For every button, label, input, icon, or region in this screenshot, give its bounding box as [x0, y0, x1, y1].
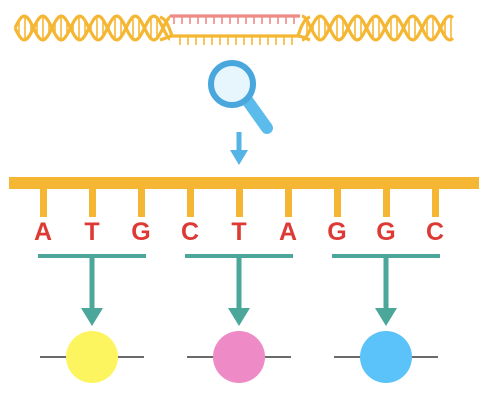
amino-acid-circle — [213, 331, 265, 383]
base-stick — [89, 187, 96, 217]
codon-2 — [185, 254, 293, 383]
codon-arrow-head — [228, 308, 250, 326]
base-stick — [334, 187, 341, 217]
codon-3 — [332, 254, 440, 383]
base-letter-c: C — [181, 218, 199, 246]
dna-double-helix — [13, 14, 454, 42]
opened-strand — [159, 15, 311, 38]
base-stick — [383, 187, 390, 217]
mrna-strand — [9, 177, 479, 189]
codon-1 — [38, 254, 146, 383]
helix-strand-top — [302, 14, 454, 42]
base-sticks — [40, 187, 439, 217]
base-letter-g: G — [131, 218, 150, 246]
base-letter-a: A — [34, 218, 52, 246]
helix-strand-bottom — [13, 14, 170, 42]
codon-arrow-head — [81, 308, 103, 326]
magnifying-glass-icon — [208, 60, 273, 134]
base-letter-t: T — [231, 218, 246, 246]
helix-strand-top — [13, 14, 170, 42]
amino-acid-circle — [66, 331, 118, 383]
arrow-down-icon — [230, 132, 248, 165]
base-stick — [285, 187, 292, 217]
codon-arrow-head — [375, 308, 397, 326]
base-stick — [138, 187, 145, 217]
base-stick — [187, 187, 194, 217]
highlighted-dna-segment — [159, 14, 311, 45]
opened-strand-join — [159, 34, 311, 42]
base-letter-a: A — [279, 218, 297, 246]
base-letter-g: G — [327, 218, 346, 246]
amino-acid-circle — [360, 331, 412, 383]
base-stick — [236, 187, 243, 217]
helix-strand-bottom — [302, 14, 454, 42]
base-stick — [432, 187, 439, 217]
base-letter-g: G — [376, 218, 395, 246]
base-stick — [40, 187, 47, 217]
codon-groups — [38, 254, 440, 383]
base-letter-t: T — [84, 218, 99, 246]
base-letter-c: C — [426, 218, 444, 246]
